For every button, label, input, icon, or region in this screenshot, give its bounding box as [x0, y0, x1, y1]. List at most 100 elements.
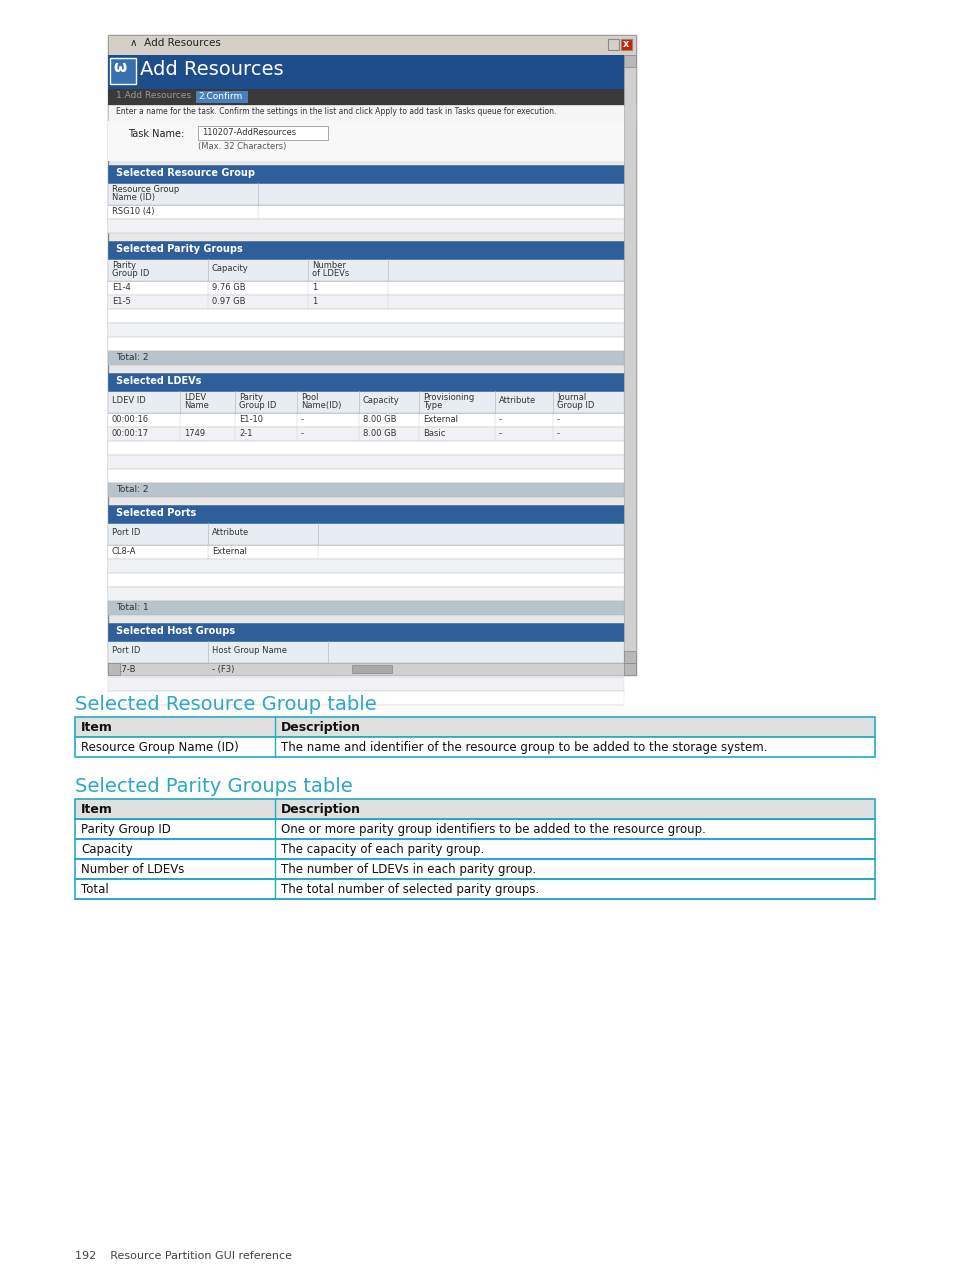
Bar [108, 241, 623, 259]
Bar [108, 663, 120, 675]
Text: RSG10 (4): RSG10 (4) [112, 207, 154, 216]
Bar [108, 505, 623, 522]
Text: Total: 2: Total: 2 [116, 353, 149, 362]
Bar [108, 391, 623, 413]
Bar [623, 651, 636, 663]
Bar [108, 455, 623, 469]
Text: Parity: Parity [239, 393, 263, 402]
Bar [108, 663, 623, 677]
Bar [108, 441, 623, 455]
Text: Port ID: Port ID [112, 646, 140, 655]
Text: Item: Item [81, 721, 112, 733]
Bar [75, 819, 874, 839]
Text: 9.76 GB: 9.76 GB [212, 283, 245, 292]
Bar [108, 601, 623, 615]
Bar [108, 219, 623, 233]
Text: Name(ID): Name(ID) [301, 400, 341, 411]
Text: Attribute: Attribute [498, 397, 536, 405]
Bar [108, 623, 623, 641]
Text: CL8-A: CL8-A [112, 547, 136, 555]
Text: External: External [212, 547, 247, 555]
Text: Total: Total [81, 883, 109, 896]
Bar [607, 39, 618, 50]
Bar [75, 859, 874, 880]
Text: Total: 2: Total: 2 [116, 486, 149, 494]
Text: Add Resources: Add Resources [140, 60, 283, 79]
Text: External: External [422, 416, 457, 425]
Text: 1: 1 [312, 283, 317, 292]
Bar [75, 737, 874, 758]
Bar [108, 165, 623, 183]
Text: (Max. 32 Characters): (Max. 32 Characters) [198, 142, 286, 151]
Text: -: - [498, 416, 501, 425]
Text: x: x [622, 39, 629, 50]
Bar [108, 55, 636, 89]
Text: Selected Resource Group: Selected Resource Group [116, 168, 254, 178]
Text: -: - [557, 416, 559, 425]
Bar [75, 799, 874, 819]
Bar [108, 309, 623, 323]
Text: Group ID: Group ID [239, 400, 276, 411]
Text: LDEV ID: LDEV ID [112, 397, 146, 405]
Text: E1-5: E1-5 [112, 297, 131, 306]
Bar [198, 126, 328, 140]
Text: 8.00 GB: 8.00 GB [363, 430, 396, 438]
Bar [108, 641, 623, 663]
Text: Resource Group Name (ID): Resource Group Name (ID) [81, 741, 238, 754]
Bar [108, 323, 623, 337]
Text: Number: Number [312, 261, 346, 269]
Text: The number of LDEVs in each parity group.: The number of LDEVs in each parity group… [281, 863, 536, 876]
Bar [108, 36, 636, 55]
Text: The name and identifier of the resource group to be added to the storage system.: The name and identifier of the resource … [281, 741, 767, 754]
Bar [620, 39, 631, 50]
Text: Capacity: Capacity [363, 397, 399, 405]
Bar [108, 413, 623, 427]
Bar [110, 58, 136, 84]
Text: Number of LDEVs: Number of LDEVs [81, 863, 184, 876]
Bar [108, 259, 623, 281]
Text: 110207-AddResources: 110207-AddResources [202, 128, 295, 137]
Bar [623, 55, 636, 67]
Bar [75, 880, 874, 899]
Text: 2-1: 2-1 [239, 430, 253, 438]
Bar [108, 121, 636, 161]
Text: Selected Parity Groups: Selected Parity Groups [116, 244, 242, 254]
Text: ω: ω [112, 60, 126, 75]
Bar [75, 717, 874, 737]
Text: Capacity: Capacity [212, 264, 249, 273]
Bar [108, 427, 623, 441]
Bar [108, 677, 623, 691]
Bar [108, 205, 623, 219]
Text: CL7-B: CL7-B [112, 665, 136, 674]
Text: Host Group Name: Host Group Name [212, 646, 287, 655]
Bar [352, 665, 392, 674]
Bar [108, 573, 623, 587]
Text: 8.00 GB: 8.00 GB [363, 416, 396, 425]
Text: Description: Description [281, 721, 360, 733]
Text: 00:00:16: 00:00:16 [112, 416, 149, 425]
Bar [195, 92, 248, 103]
Text: 1.Add Resources  >: 1.Add Resources > [116, 92, 207, 100]
Bar [108, 545, 623, 559]
Text: Selected Ports: Selected Ports [116, 508, 196, 519]
Text: Parity: Parity [112, 261, 136, 269]
Text: Selected Parity Groups table: Selected Parity Groups table [75, 777, 353, 796]
Bar [108, 337, 623, 351]
Bar [108, 351, 623, 365]
Bar [108, 105, 636, 121]
Text: The capacity of each parity group.: The capacity of each parity group. [281, 843, 484, 855]
Bar [108, 663, 636, 675]
Text: LDEV: LDEV [184, 393, 206, 402]
Bar [108, 587, 623, 601]
Text: Resource Group: Resource Group [112, 186, 179, 194]
Text: Parity Group ID: Parity Group ID [81, 824, 171, 836]
Text: Selected Host Groups: Selected Host Groups [116, 627, 234, 636]
Text: 1: 1 [312, 297, 317, 306]
Text: Type: Type [422, 400, 442, 411]
Bar [108, 372, 623, 391]
Text: Selected LDEVs: Selected LDEVs [116, 376, 201, 386]
Bar [108, 559, 623, 573]
Text: 192    Resource Partition GUI reference: 192 Resource Partition GUI reference [75, 1251, 292, 1261]
Text: Capacity: Capacity [81, 843, 132, 855]
Text: 1749: 1749 [184, 430, 205, 438]
